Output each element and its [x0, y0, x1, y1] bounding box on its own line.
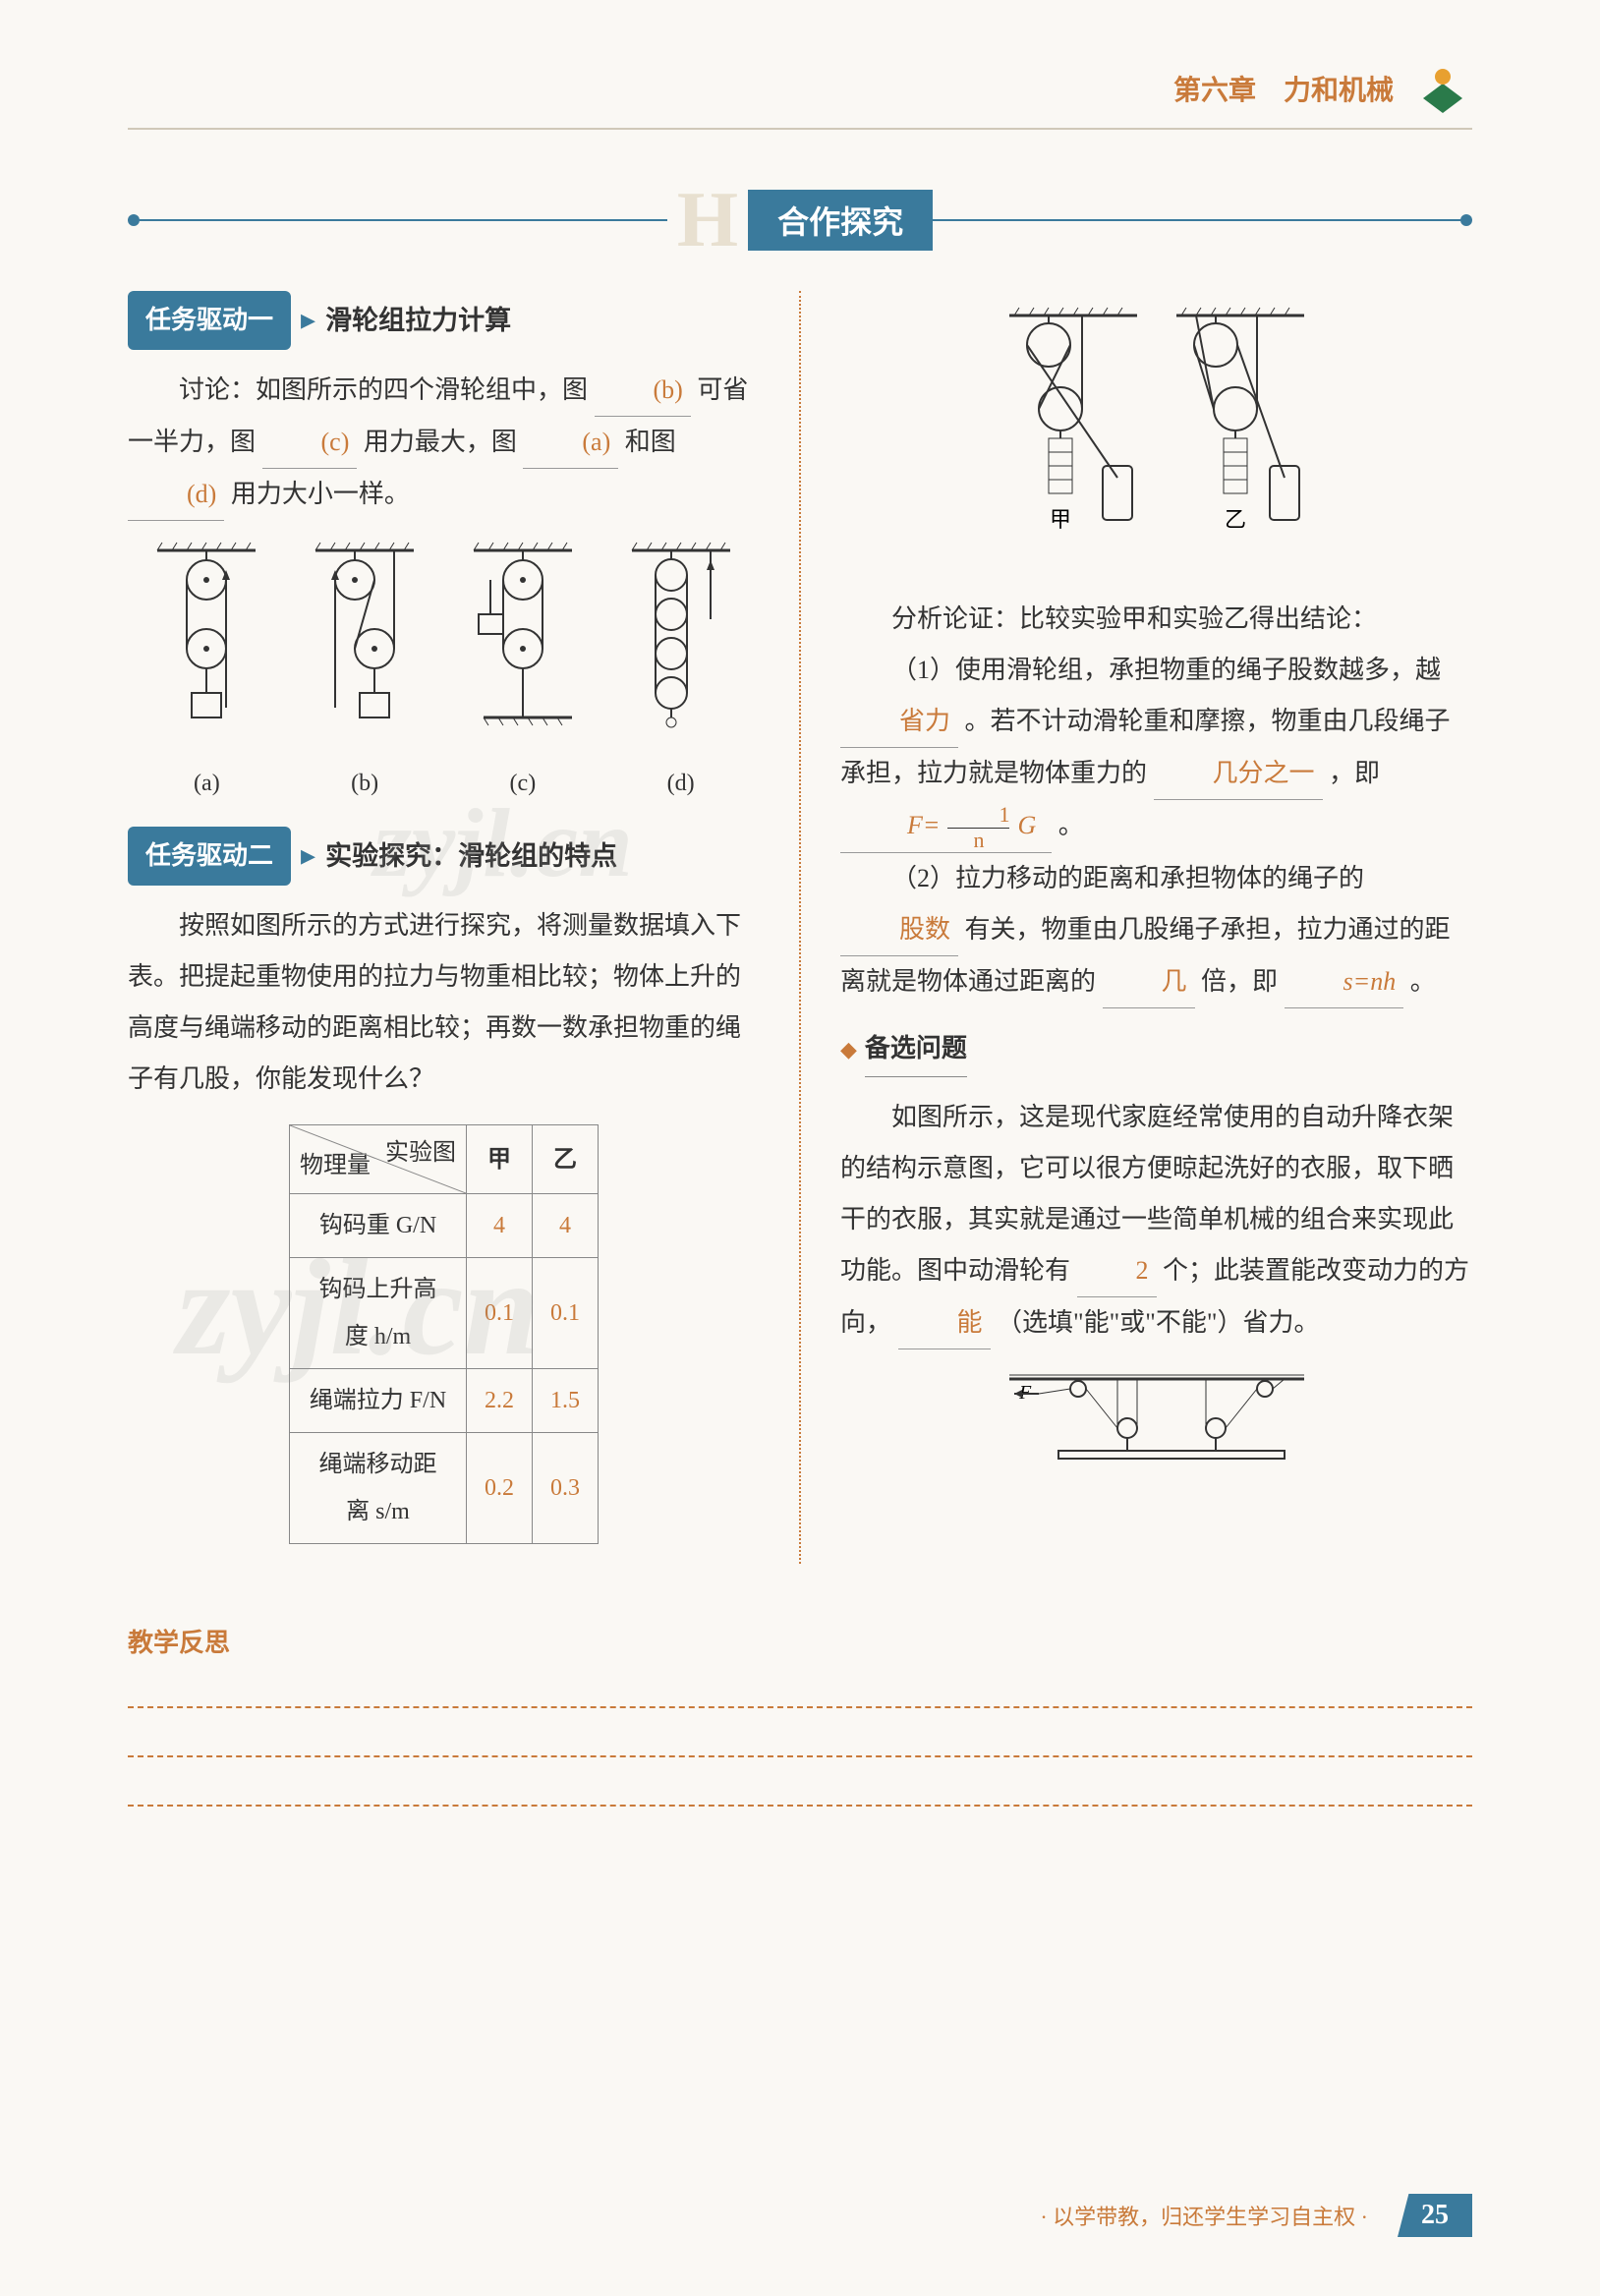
hanger-diagram: F	[840, 1364, 1472, 1490]
row-label: 绳端移动距离 s/m	[290, 1433, 467, 1544]
formula1: F=1n G	[840, 800, 1052, 853]
dash-line	[128, 1757, 1472, 1807]
pulley-c-svg	[464, 541, 582, 737]
column-divider	[799, 291, 801, 1564]
optional-header: ◆ 备选问题	[840, 1023, 1472, 1077]
diag-c: (c)	[459, 541, 587, 807]
marker-icon: ▸	[301, 827, 315, 886]
p1-end: 。	[1058, 811, 1084, 839]
cell: 0.2	[467, 1433, 533, 1544]
blank-gushu: 股数	[840, 904, 958, 956]
hanger-svg: F	[990, 1364, 1324, 1472]
banner-letter: H	[677, 189, 738, 252]
exp-svg: 甲 乙	[990, 301, 1324, 556]
diamond-icon: ◆	[840, 1028, 857, 1071]
f1-lhs: F=	[899, 811, 947, 839]
task2-pill: 任务驱动二	[128, 827, 291, 886]
task1-text: 讨论：如图所示的四个滑轮组中，图 (b) 可省一半力，图 (c) 用力最大，图 …	[128, 365, 760, 521]
watermark: zyjl.cn	[177, 1229, 540, 1387]
t1-s5: 用力大小一样。	[231, 480, 410, 508]
pulley-diagrams: (a)	[128, 541, 760, 807]
page-header: 第六章 力和机械	[128, 59, 1472, 130]
cell: 1.5	[533, 1369, 599, 1433]
t1-s4: 和图	[625, 428, 676, 456]
chapter-title: 第六章 力和机械	[1173, 69, 1394, 108]
footer-motto: · 以学带教，归还学生学习自主权 ·	[1040, 2200, 1368, 2231]
blank-jifenzhiyi: 几分之一	[1154, 748, 1323, 800]
diag-label-2: 乙	[1224, 507, 1245, 532]
t1-s1: 讨论：如图所示的四个滑轮组中，图	[179, 375, 588, 404]
pulley-a-svg	[147, 541, 265, 737]
p1-mid2: ，即	[1329, 759, 1380, 787]
pulley-d-svg	[622, 541, 740, 737]
reflection-section: 教学反思	[128, 1623, 1472, 1807]
diag-label-1: 甲	[1049, 507, 1070, 532]
t1-s3: 用力最大，图	[364, 428, 517, 456]
opt-t3: （选填"能"或"不能"）省力。	[997, 1308, 1319, 1337]
cell: 0.1	[533, 1258, 599, 1369]
p2-mid2: 倍，即	[1201, 967, 1278, 996]
p2-pre: （2）拉力移动的距离和承担物体的绳子的	[891, 864, 1364, 892]
analysis-lead: 分析论证：比较实验甲和实验乙得出结论：	[840, 594, 1472, 645]
diag-a: (a)	[143, 541, 270, 807]
table-row: 绳端移动距离 s/m 0.2 0.3	[290, 1433, 599, 1544]
f1-den: n	[973, 828, 984, 852]
blank-neng: 能	[898, 1297, 991, 1349]
banner-label: 合作探究	[748, 190, 933, 251]
analysis-p2: （2）拉力移动的距离和承担物体的绳子的 股数 有关，物重由几股绳子承担，拉力通过…	[840, 853, 1472, 1008]
blank-a: (a)	[523, 417, 618, 469]
diag-d: (d)	[617, 541, 745, 807]
dot-icon	[128, 214, 140, 226]
cell: 4	[533, 1194, 599, 1258]
label-d: (d)	[617, 760, 745, 807]
p2-end: 。	[1410, 967, 1436, 996]
blank-ji: 几	[1103, 956, 1195, 1008]
dash-line	[128, 1659, 1472, 1708]
pulley-b-svg	[306, 541, 424, 737]
banner-line	[140, 219, 667, 221]
blank-shengli: 省力	[840, 696, 958, 748]
f1-num: 1	[947, 803, 1009, 828]
table-diag-cell: 实验图 物理量	[290, 1125, 467, 1194]
blank-b: (b)	[595, 365, 691, 417]
dash-line	[128, 1708, 1472, 1757]
f1-rhs: G	[1009, 811, 1044, 839]
th-col2: 乙	[533, 1125, 599, 1194]
task1-title: 滑轮组拉力计算	[325, 294, 511, 347]
th-col1: 甲	[467, 1125, 533, 1194]
dot-icon	[1460, 214, 1472, 226]
p1-pre: （1）使用滑轮组，承担物重的绳子股数越多，越	[891, 656, 1441, 684]
analysis-p1: （1）使用滑轮组，承担物重的绳子股数越多，越 省力 。若不计动滑轮重和摩擦，物重…	[840, 645, 1472, 853]
blank-c: (c)	[262, 417, 358, 469]
blank-d: (d)	[128, 469, 224, 521]
book-logo-icon	[1413, 59, 1472, 118]
cell: 0.3	[533, 1433, 599, 1544]
page-footer: · 以学带教，归还学生学习自主权 · 25	[128, 2194, 1472, 2237]
marker-icon: ▸	[301, 291, 315, 350]
formula2: s=nh	[1285, 956, 1404, 1008]
optional-text: 如图所示，这是现代家庭经常使用的自动升降衣架的结构示意图，它可以很方便晾起洗好的…	[840, 1092, 1472, 1349]
experiment-diagram: 甲 乙	[840, 301, 1472, 574]
section-banner: H 合作探究	[128, 189, 1472, 252]
label-a: (a)	[143, 760, 270, 807]
diag-b: (b)	[301, 541, 429, 807]
task1-pill: 任务驱动一	[128, 291, 291, 350]
blank-2: 2	[1077, 1245, 1157, 1297]
task2-intro: 按照如图所示的方式进行探究，将测量数据填入下表。把提起重物使用的拉力与物重相比较…	[128, 900, 760, 1105]
banner-line	[933, 219, 1460, 221]
page-number: 25	[1398, 2194, 1472, 2237]
optional-title: 备选问题	[865, 1023, 967, 1077]
watermark: zyjl.cn	[373, 786, 633, 899]
right-column: 甲 乙	[840, 291, 1472, 1564]
reflection-label: 教学反思	[128, 1629, 230, 1657]
task1-header: 任务驱动一 ▸ 滑轮组拉力计算	[128, 291, 760, 350]
